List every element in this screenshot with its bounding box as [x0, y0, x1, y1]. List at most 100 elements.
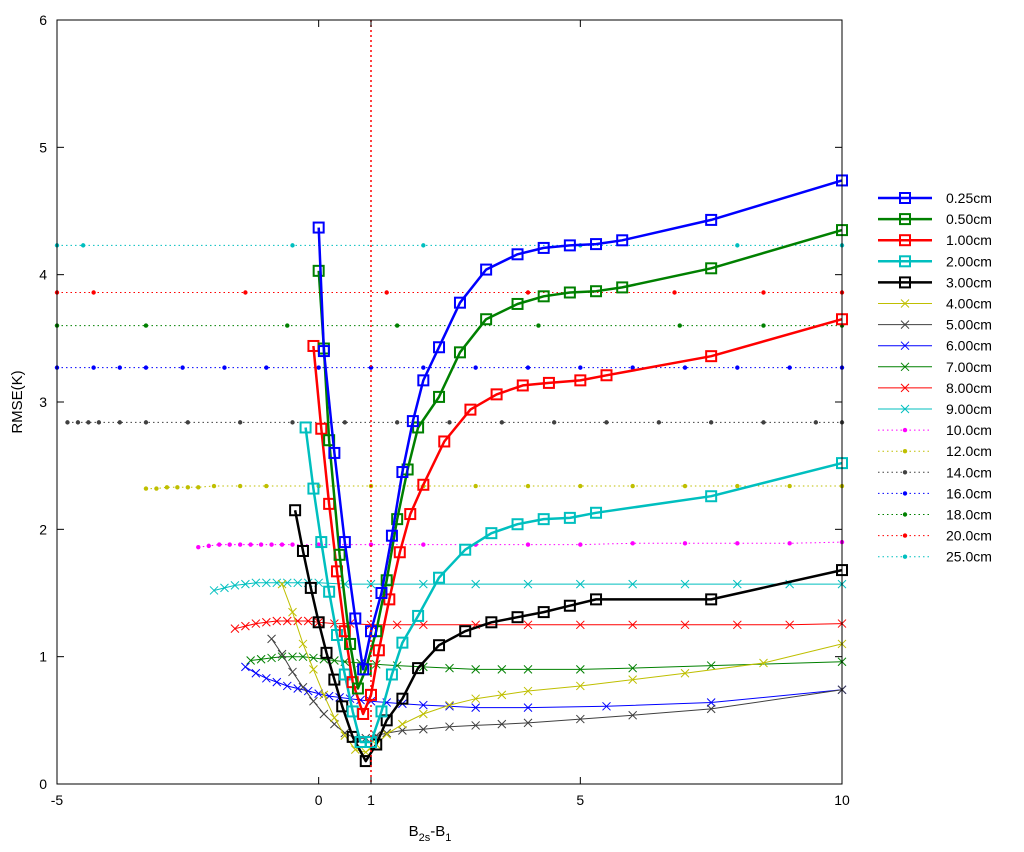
data-point	[497, 719, 507, 729]
data-point	[323, 585, 336, 598]
data-point	[251, 578, 261, 588]
data-point	[735, 483, 740, 489]
series-2-00cm	[299, 421, 848, 748]
legend-item: 0.25cm	[878, 190, 992, 206]
data-point	[264, 483, 269, 489]
data-point	[590, 238, 603, 251]
data-point	[277, 649, 287, 659]
x-marker-stroke	[366, 579, 376, 589]
x-marker-stroke	[471, 665, 481, 674]
legend-label: 10.0cm	[946, 422, 992, 438]
series-line	[281, 583, 843, 753]
data-point	[357, 707, 370, 720]
legend-item: 12.0cm	[878, 443, 992, 459]
legend-swatch-marker	[900, 320, 910, 329]
data-point	[459, 543, 472, 556]
data-point	[471, 665, 481, 674]
data-point	[590, 593, 603, 606]
legend-label: 8.00cm	[946, 380, 992, 396]
legend-item: 25.0cm	[878, 549, 992, 565]
x-axis-label-mid: -B	[430, 823, 445, 840]
x-marker-stroke	[303, 686, 313, 696]
data-point	[628, 675, 638, 684]
legend-label: 4.00cm	[946, 296, 992, 312]
data-point	[499, 420, 505, 425]
x-marker-stroke	[523, 620, 533, 630]
data-point	[708, 420, 714, 425]
data-point	[222, 365, 227, 370]
legend-item: 8.00cm	[878, 380, 992, 396]
legend-swatch-marker	[902, 491, 908, 496]
data-point	[398, 719, 407, 729]
series-line	[213, 582, 842, 591]
data-point	[312, 616, 325, 629]
y-tick-label: 6	[39, 12, 47, 28]
data-point	[523, 703, 533, 712]
legend-label: 14.0cm	[946, 464, 992, 480]
data-point	[396, 466, 409, 479]
data-point	[433, 341, 446, 354]
data-point	[357, 663, 370, 676]
x-marker-stroke	[277, 579, 287, 589]
x-marker-stroke	[251, 619, 261, 628]
data-point	[705, 213, 718, 226]
data-point	[230, 624, 240, 634]
plot-background	[56, 19, 843, 785]
data-point	[485, 616, 498, 629]
data-point	[237, 483, 243, 489]
x-marker-stroke	[293, 578, 303, 588]
x-tick-label: 1	[367, 792, 375, 808]
legend-label: 25.0cm	[946, 549, 992, 565]
data-point	[445, 700, 454, 710]
data-point	[705, 262, 718, 275]
x-marker-stroke	[628, 579, 638, 589]
x-marker-stroke	[732, 620, 742, 630]
x-marker-stroke	[418, 620, 428, 630]
data-point	[525, 290, 531, 295]
data-point	[293, 684, 303, 693]
data-point	[307, 482, 320, 495]
x-marker-stroke	[382, 729, 392, 739]
legend-swatch-marker	[902, 512, 908, 517]
data-point	[473, 483, 478, 489]
data-point	[164, 485, 170, 490]
x-marker-stroke	[900, 341, 910, 351]
data-point	[382, 728, 392, 738]
x-marker-stroke	[209, 586, 219, 595]
data-point	[290, 420, 295, 425]
x-marker-stroke	[680, 579, 690, 589]
x-marker-stroke	[785, 620, 795, 630]
legend-item: 20.0cm	[878, 528, 992, 544]
data-point	[180, 365, 185, 370]
x-marker-stroke	[293, 616, 303, 626]
data-point	[563, 239, 576, 252]
data-point	[86, 420, 91, 425]
data-point	[272, 677, 282, 687]
data-point	[267, 634, 276, 644]
data-point	[261, 578, 271, 588]
x-marker-stroke	[900, 362, 910, 372]
x-marker-stroke	[277, 652, 287, 662]
data-point	[551, 420, 557, 425]
x-marker-stroke	[241, 621, 250, 631]
data-point	[604, 420, 609, 425]
data-point	[372, 644, 385, 657]
series-line	[317, 179, 843, 671]
legend-label: 1.00cm	[946, 232, 992, 248]
x-marker-stroke	[523, 703, 533, 712]
data-point	[732, 620, 742, 630]
legend-item: 18.0cm	[878, 507, 992, 523]
data-point	[230, 581, 240, 590]
x-marker-stroke	[602, 701, 611, 711]
data-point	[575, 714, 585, 724]
series-line	[146, 485, 842, 490]
data-point	[206, 543, 211, 549]
data-point	[706, 698, 716, 707]
data-point	[237, 420, 243, 425]
data-point	[523, 579, 533, 589]
data-point	[298, 682, 308, 692]
x-marker-stroke	[272, 677, 282, 687]
data-point	[392, 620, 402, 630]
